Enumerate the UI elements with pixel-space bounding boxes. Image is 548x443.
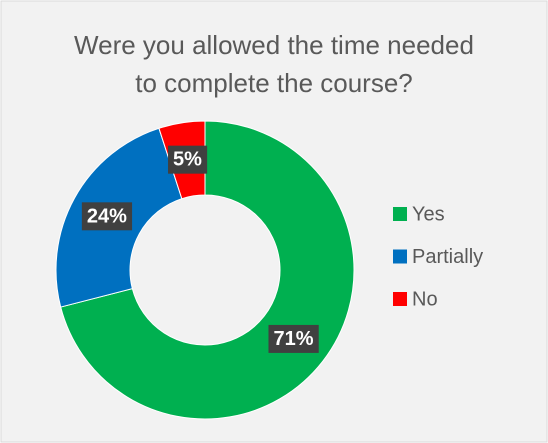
data-label: 24% (87, 205, 127, 227)
legend-label: Partially (412, 246, 483, 268)
legend-swatch (393, 249, 407, 264)
chart-title: Were you allowed the time needed to comp… (74, 30, 474, 98)
legend-label: No (412, 288, 438, 310)
legend-swatch (393, 207, 407, 221)
data-label: 5% (173, 149, 202, 171)
legend-label: Yes (412, 203, 445, 225)
data-label: 71% (273, 328, 313, 350)
legend-swatch (393, 292, 407, 306)
data-label-box (268, 324, 319, 353)
data-label-box (81, 202, 133, 231)
data-label-box (168, 145, 208, 174)
